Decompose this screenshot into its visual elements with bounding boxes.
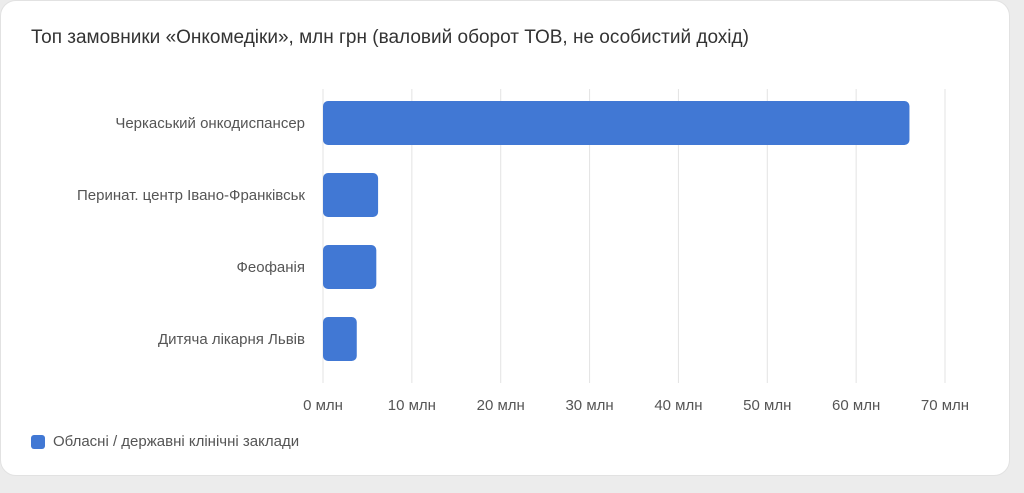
- category-labels: Черкаський онкодиспансер Перинат. центр І…: [77, 115, 305, 348]
- x-tick-label: 40 млн: [654, 397, 702, 414]
- bar-chart: Черкаський онкодиспансер Перинат. центр І…: [77, 89, 969, 414]
- bars: [323, 101, 910, 361]
- category-label: Перинат. центр Івано-Франківськ: [77, 187, 305, 204]
- category-label: Дитяча лікарня Львів: [158, 331, 305, 348]
- legend-swatch: [31, 434, 45, 449]
- bar: [323, 317, 357, 361]
- x-tick-label: 10 млн: [388, 397, 436, 414]
- x-tick-label: 0 млн: [303, 397, 343, 414]
- x-tick-label: 30 млн: [565, 397, 613, 414]
- chart-title: Топ замовники «Онкомедіки», млн грн (вал…: [31, 27, 749, 48]
- category-label: Черкаський онкодиспансер: [115, 115, 305, 132]
- bar: [323, 173, 379, 217]
- legend: Обласні / державні клінічні заклади: [31, 433, 299, 450]
- bar: [323, 101, 910, 145]
- x-axis-ticks: 0 млн 10 млн 20 млн 30 млн 40 млн 50 млн 60 мл…: [303, 397, 969, 414]
- grid-lines: [322, 89, 946, 383]
- x-tick-label: 50 млн: [743, 397, 791, 414]
- x-tick-label: 20 млн: [477, 397, 525, 414]
- bar: [323, 245, 377, 289]
- category-label: Феофанія: [236, 259, 305, 276]
- chart-card: Топ замовники «Онкомедіки», млн грн (вал…: [0, 0, 1010, 476]
- x-tick-label: 70 млн: [921, 397, 969, 414]
- legend-label: Обласні / державні клінічні заклади: [53, 433, 300, 450]
- x-tick-label: 60 млн: [832, 397, 880, 414]
